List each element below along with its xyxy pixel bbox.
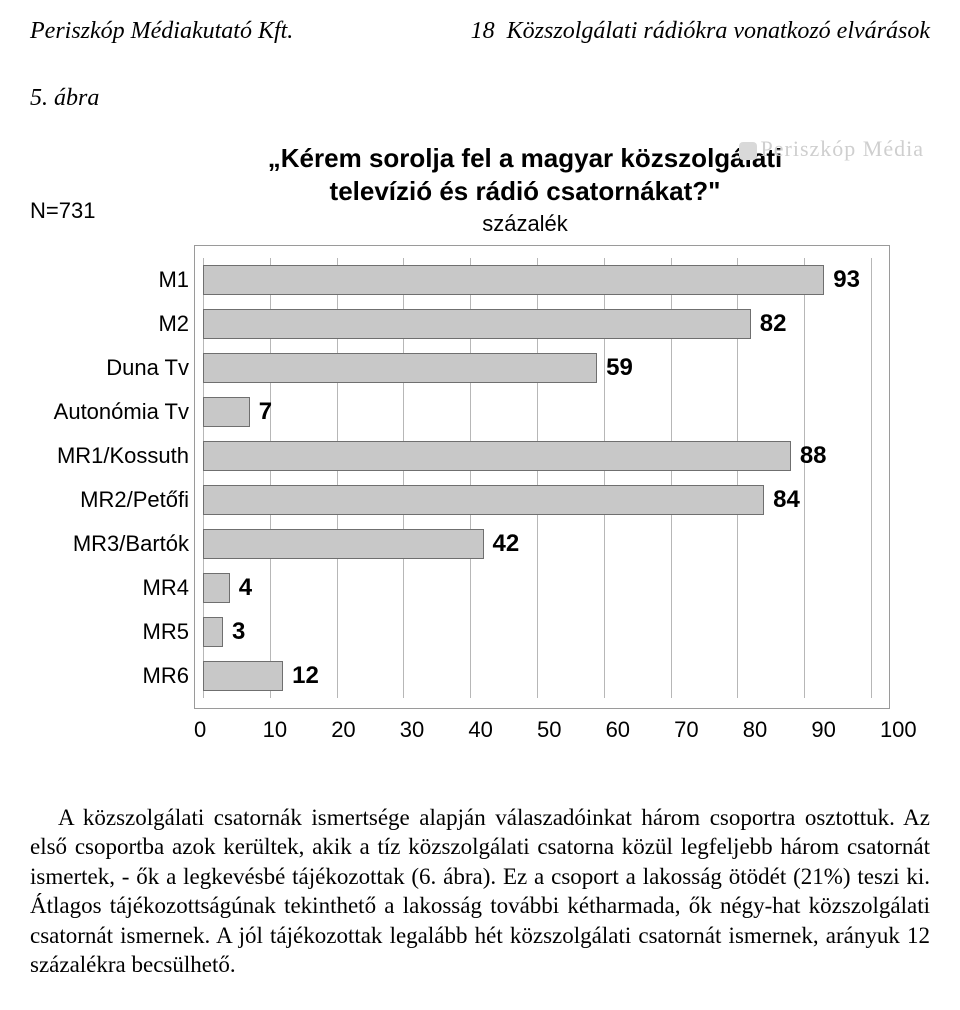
- bar-value-label: 42: [483, 530, 520, 558]
- page-header: Periszkóp Médiakutató Kft. 18 Közszolgál…: [30, 18, 930, 45]
- bar-row: MR44: [203, 566, 871, 610]
- chart-bar: 7: [203, 397, 250, 427]
- bar-row: MR2/Petőfi84: [203, 478, 871, 522]
- chart-bar: 59: [203, 353, 597, 383]
- bar-row: Autonómia Tv7: [203, 390, 871, 434]
- bar-value-label: 82: [750, 310, 787, 338]
- chart-bar: 88: [203, 441, 791, 471]
- bar-category-label: MR6: [143, 663, 203, 689]
- chart-bar: 12: [203, 661, 283, 691]
- bar-category-label: M2: [158, 311, 203, 337]
- figure-label: 5. ábra: [30, 85, 930, 112]
- bar-row: MR1/Kossuth88: [203, 434, 871, 478]
- bar-value-label: 93: [823, 266, 860, 294]
- watermark-icon: [739, 142, 757, 160]
- bar-value-label: 59: [596, 354, 633, 382]
- bar-value-label: 7: [249, 398, 272, 426]
- chart-bar: 3: [203, 617, 223, 647]
- bar-value-label: 88: [790, 442, 827, 470]
- chart-x-axis: 0102030405060708090100: [194, 717, 890, 743]
- bar-category-label: MR1/Kossuth: [57, 443, 203, 469]
- chart-bar: 42: [203, 529, 484, 559]
- gridline: [871, 258, 872, 698]
- sample-size-label: N=731: [30, 198, 95, 224]
- header-left: Periszkóp Médiakutató Kft.: [30, 18, 293, 45]
- chart-bar: 93: [203, 265, 824, 295]
- bar-row: MR612: [203, 654, 871, 698]
- chart-subtitle: százalék: [30, 211, 930, 237]
- body-paragraph: A közszolgálati csatornák ismertsége ala…: [30, 803, 930, 980]
- bar-value-label: 4: [229, 574, 252, 602]
- bar-value-label: 3: [222, 618, 245, 646]
- chart-bar: 84: [203, 485, 764, 515]
- bar-value-label: 84: [763, 486, 800, 514]
- bar-row: MR3/Bartók42: [203, 522, 871, 566]
- bar-row: M282: [203, 302, 871, 346]
- chart-container: Periszkóp Média N=731 „Kérem sorolja fel…: [30, 142, 930, 743]
- bar-row: M193: [203, 258, 871, 302]
- bar-row: MR53: [203, 610, 871, 654]
- bar-category-label: MR3/Bartók: [73, 531, 203, 557]
- bar-category-label: M1: [158, 267, 203, 293]
- chart-plot-area: M193M282Duna Tv59Autonómia Tv7MR1/Kossut…: [194, 245, 890, 709]
- watermark-logo: Periszkóp Média: [739, 136, 924, 162]
- chart-bar: 82: [203, 309, 751, 339]
- header-right: 18 Közszolgálati rádiókra vonatkozó elvá…: [471, 18, 930, 45]
- bar-category-label: Duna Tv: [106, 355, 203, 381]
- bar-value-label: 12: [282, 662, 319, 690]
- chart-bar: 4: [203, 573, 230, 603]
- bar-category-label: MR4: [143, 575, 203, 601]
- chart-bars: M193M282Duna Tv59Autonómia Tv7MR1/Kossut…: [203, 258, 871, 698]
- bar-category-label: MR5: [143, 619, 203, 645]
- bar-row: Duna Tv59: [203, 346, 871, 390]
- bar-category-label: MR2/Petőfi: [80, 487, 203, 513]
- bar-category-label: Autonómia Tv: [54, 399, 203, 425]
